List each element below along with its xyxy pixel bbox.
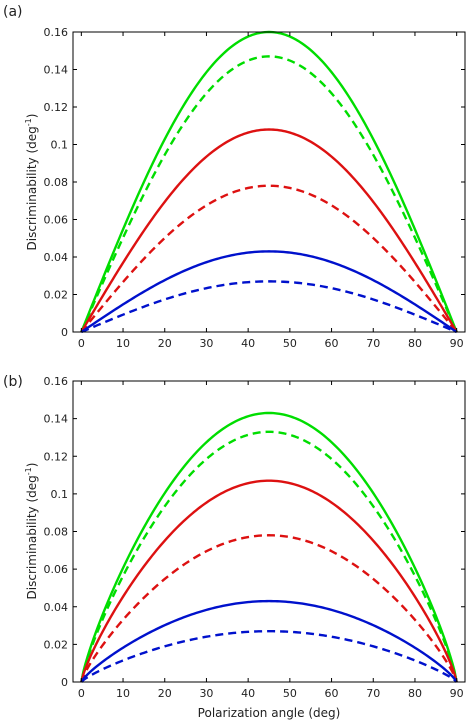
y-tick-label-b: 0.1 (51, 488, 69, 501)
x-tick-label-a: 70 (366, 337, 380, 350)
y-axis-label-b: Discriminability (deg-1) (24, 463, 39, 600)
plot-frame-a (72, 31, 466, 333)
x-tick-label-b: 80 (408, 687, 422, 700)
series-line-a-red-dashed (80, 184, 458, 333)
x-tick-label-b: 40 (241, 687, 255, 700)
y-tick-label-b: 0.14 (44, 413, 69, 426)
x-tick-label-a: 40 (241, 337, 255, 350)
series-line-b-blue-dashed (80, 630, 458, 683)
x-tick-label-b: 60 (325, 687, 339, 700)
y-tick-label-a: 0.14 (44, 64, 69, 77)
y-axis-label-close-a: ) (25, 114, 39, 119)
x-tick-label-b: 90 (450, 687, 464, 700)
x-tick-label-a: 30 (199, 337, 213, 350)
y-tick-label-a: 0.02 (44, 289, 69, 302)
y-axis-label-close-b: ) (25, 463, 39, 468)
axis-ticks-b: 0 10 20 30 40 50 60 70 80 90 0 0.02 0.04 0.06 0.08 0.1 0… (44, 375, 465, 700)
x-tick-label-a: 50 (283, 337, 297, 350)
x-tick-label-a: 80 (408, 337, 422, 350)
series-line-a-blue-solid (80, 250, 458, 333)
plot-content-b (80, 411, 458, 683)
panel-a: (a) 0 10 20 30 40 50 60 70 80 90 0 0.02 0.04 0.06 0.08… (3, 4, 466, 350)
y-tick-label-b: 0.12 (44, 450, 69, 463)
y-tick-label-b: 0.04 (44, 601, 69, 614)
y-tick-label-b: 0.08 (44, 526, 69, 539)
y-tick-label-b: 0.02 (44, 638, 69, 651)
x-tick-label-a: 90 (450, 337, 464, 350)
y-axis-label-a: Discriminability (deg-1) (24, 114, 39, 251)
y-tick-label-a: 0.1 (51, 139, 69, 152)
series-line-b-red-solid (80, 479, 458, 683)
axis-ticks-a: 0 10 20 30 40 50 60 70 80 90 0 0.02 0.04 0.06 0.08 0.1 0… (44, 26, 465, 350)
x-tick-label-b: 30 (199, 687, 213, 700)
x-tick-label-b: 20 (158, 687, 172, 700)
plot-frame-b (72, 380, 466, 683)
y-tick-label-a: 0.06 (44, 214, 69, 227)
x-tick-label-b: 50 (283, 687, 297, 700)
x-tick-label-a: 10 (116, 337, 130, 350)
y-tick-label-a: 0.16 (44, 26, 69, 39)
series-line-a-blue-dashed (80, 280, 458, 334)
y-tick-label-a: 0.08 (44, 176, 69, 189)
plot-content-a (80, 30, 458, 334)
x-tick-label-a: 0 (78, 337, 85, 350)
x-tick-label-b: 70 (366, 687, 380, 700)
series-line-b-red-dashed (80, 534, 458, 683)
y-axis-label-sup-b: -1 (24, 467, 33, 475)
y-tick-label-a: 0.04 (44, 251, 69, 264)
y-tick-label-b: 0.16 (44, 375, 69, 388)
x-axis-label-b: Polarization angle (deg) (198, 706, 341, 720)
y-axis-label-text-a: Discriminability (deg (25, 126, 39, 250)
series-line-b-green-solid (80, 411, 458, 683)
y-axis-label-text-b: Discriminability (deg (25, 475, 39, 599)
x-tick-label-b: 10 (116, 687, 130, 700)
panel-label-a: (a) (3, 4, 23, 20)
series-line-b-blue-solid (80, 599, 458, 683)
x-tick-label-b: 0 (78, 687, 85, 700)
series-line-b-green-dashed (80, 430, 458, 683)
y-tick-label-a: 0.12 (44, 101, 69, 114)
series-line-a-green-dashed (80, 55, 458, 333)
x-tick-label-a: 60 (325, 337, 339, 350)
panel-b: (b) 0 10 20 30 40 50 60 70 80 90 0 0.02 0.04 0.06 0.08… (3, 374, 466, 720)
series-line-a-green-solid (80, 30, 458, 333)
x-tick-label-a: 20 (158, 337, 172, 350)
y-axis-label-sup-a: -1 (24, 118, 33, 126)
y-tick-label-b: 0.06 (44, 563, 69, 576)
y-tick-label-b: 0 (61, 676, 68, 689)
y-tick-label-a: 0 (61, 326, 68, 339)
series-line-a-red-solid (80, 128, 458, 333)
panel-label-b: (b) (3, 374, 23, 390)
